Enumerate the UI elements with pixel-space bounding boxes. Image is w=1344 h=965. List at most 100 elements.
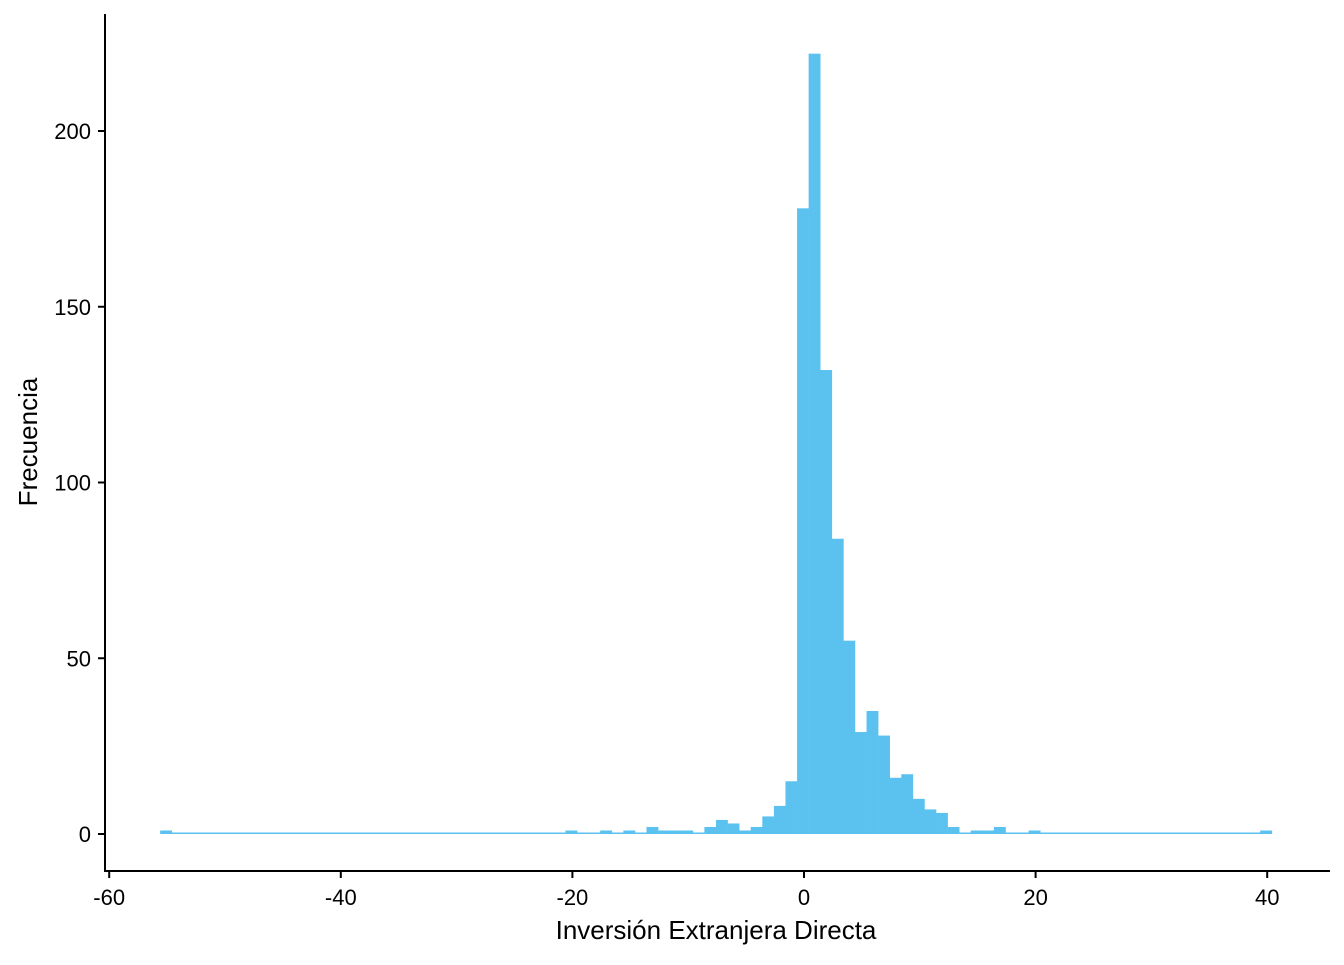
histogram-bar xyxy=(426,832,439,834)
histogram-bar xyxy=(380,832,393,834)
histogram-bar xyxy=(218,832,230,834)
histogram-bar xyxy=(345,832,358,834)
y-tick-label: 50 xyxy=(67,646,91,671)
histogram-bar xyxy=(658,830,670,834)
x-tick-label: -20 xyxy=(557,885,589,910)
histogram-bar xyxy=(1248,832,1261,834)
histogram-bar xyxy=(773,805,786,834)
histogram-bar xyxy=(912,798,925,834)
histogram-bar xyxy=(901,774,914,834)
histogram-bar xyxy=(1156,832,1168,834)
histogram-bar xyxy=(1074,832,1087,834)
histogram-bar xyxy=(229,832,242,834)
x-tick-label: 0 xyxy=(798,885,810,910)
histogram-bar xyxy=(495,832,508,834)
histogram-bar xyxy=(1132,832,1145,834)
histogram-bar xyxy=(333,832,346,834)
y-axis-label: Frecuencia xyxy=(13,377,43,506)
histogram-bar xyxy=(542,832,555,834)
histogram-bar xyxy=(854,732,867,834)
histogram-bar xyxy=(785,781,798,834)
histogram-bar xyxy=(936,812,948,834)
histogram-bar xyxy=(241,832,254,834)
histogram-bar xyxy=(275,832,288,834)
x-axis-label: Inversión Extranjera Directa xyxy=(556,915,877,945)
histogram-bar xyxy=(611,832,624,834)
histogram-bar xyxy=(1051,832,1064,834)
histogram-bar xyxy=(646,826,659,834)
histogram-bar xyxy=(1144,832,1157,834)
histogram-bar xyxy=(947,826,960,834)
histogram-bar xyxy=(600,830,613,834)
histogram-bar xyxy=(820,370,833,834)
histogram-bar xyxy=(924,809,937,834)
histogram-bar xyxy=(287,832,300,834)
histogram-bar xyxy=(183,832,196,834)
x-ticks: -60 -40 -20 0 20 40 xyxy=(93,871,1279,910)
histogram-bar xyxy=(1086,832,1099,834)
histogram-bar xyxy=(1167,832,1180,834)
histogram-bar xyxy=(866,710,879,834)
histogram-bar xyxy=(565,830,578,834)
histogram-bar xyxy=(739,830,752,834)
histogram-bar xyxy=(530,832,543,834)
histogram-bar xyxy=(252,832,265,834)
y-tick-label: 100 xyxy=(54,471,91,496)
histogram-bar xyxy=(727,823,740,834)
histogram-bar xyxy=(669,830,682,834)
histogram-bar xyxy=(797,208,809,834)
histogram-bar xyxy=(403,832,416,834)
histogram-bar xyxy=(264,832,277,834)
histogram-bar xyxy=(461,832,474,834)
histogram-bar xyxy=(831,538,844,834)
histogram-bar xyxy=(1017,832,1029,834)
histogram-bar xyxy=(1109,832,1122,834)
histogram-bar xyxy=(472,832,485,834)
histogram-bar xyxy=(368,832,381,834)
histogram-bar xyxy=(519,832,532,834)
histogram-bar xyxy=(843,640,856,834)
histogram-bar xyxy=(1202,832,1215,834)
histogram-bar xyxy=(322,832,335,834)
histogram-bar xyxy=(993,826,1006,834)
histogram-bar xyxy=(970,830,983,834)
histogram-bar xyxy=(692,832,705,834)
histogram-bar xyxy=(808,53,821,835)
histogram-bar xyxy=(634,832,647,834)
histogram-bar xyxy=(414,832,427,834)
histogram-bar xyxy=(206,832,219,834)
histogram-bar xyxy=(1063,832,1076,834)
y-tick-label: 0 xyxy=(79,822,91,847)
bars-group xyxy=(160,53,1273,835)
histogram-bar xyxy=(1028,830,1041,834)
x-tick-label: 40 xyxy=(1255,885,1279,910)
histogram-bar xyxy=(681,830,694,834)
histogram-bar xyxy=(577,832,589,834)
histogram-bar xyxy=(1005,832,1018,834)
x-tick-label: 20 xyxy=(1023,885,1047,910)
histogram-bar xyxy=(507,832,520,834)
x-tick-label: -40 xyxy=(325,885,357,910)
histogram-bar xyxy=(750,826,763,834)
histogram-bar xyxy=(1225,832,1238,834)
histogram-bar xyxy=(1260,830,1273,834)
x-tick-label: -60 xyxy=(93,885,125,910)
histogram-bar xyxy=(160,830,173,834)
histogram-bar xyxy=(449,832,462,834)
histogram-bar xyxy=(299,832,311,834)
histogram-bar xyxy=(391,832,404,834)
histogram-bar xyxy=(982,830,995,834)
histogram-bar xyxy=(1098,832,1111,834)
histogram-bar xyxy=(1179,832,1192,834)
histogram-bar xyxy=(438,832,450,834)
histogram-bar xyxy=(704,826,717,834)
histogram-bar xyxy=(553,832,566,834)
histogram-bar xyxy=(171,832,184,834)
y-tick-label: 150 xyxy=(54,295,91,320)
histogram-bar xyxy=(310,832,323,834)
histogram-bar xyxy=(1213,832,1226,834)
histogram-bar xyxy=(588,832,601,834)
histogram-bar xyxy=(762,816,775,834)
y-ticks: 0 50 100 150 200 xyxy=(54,119,105,847)
